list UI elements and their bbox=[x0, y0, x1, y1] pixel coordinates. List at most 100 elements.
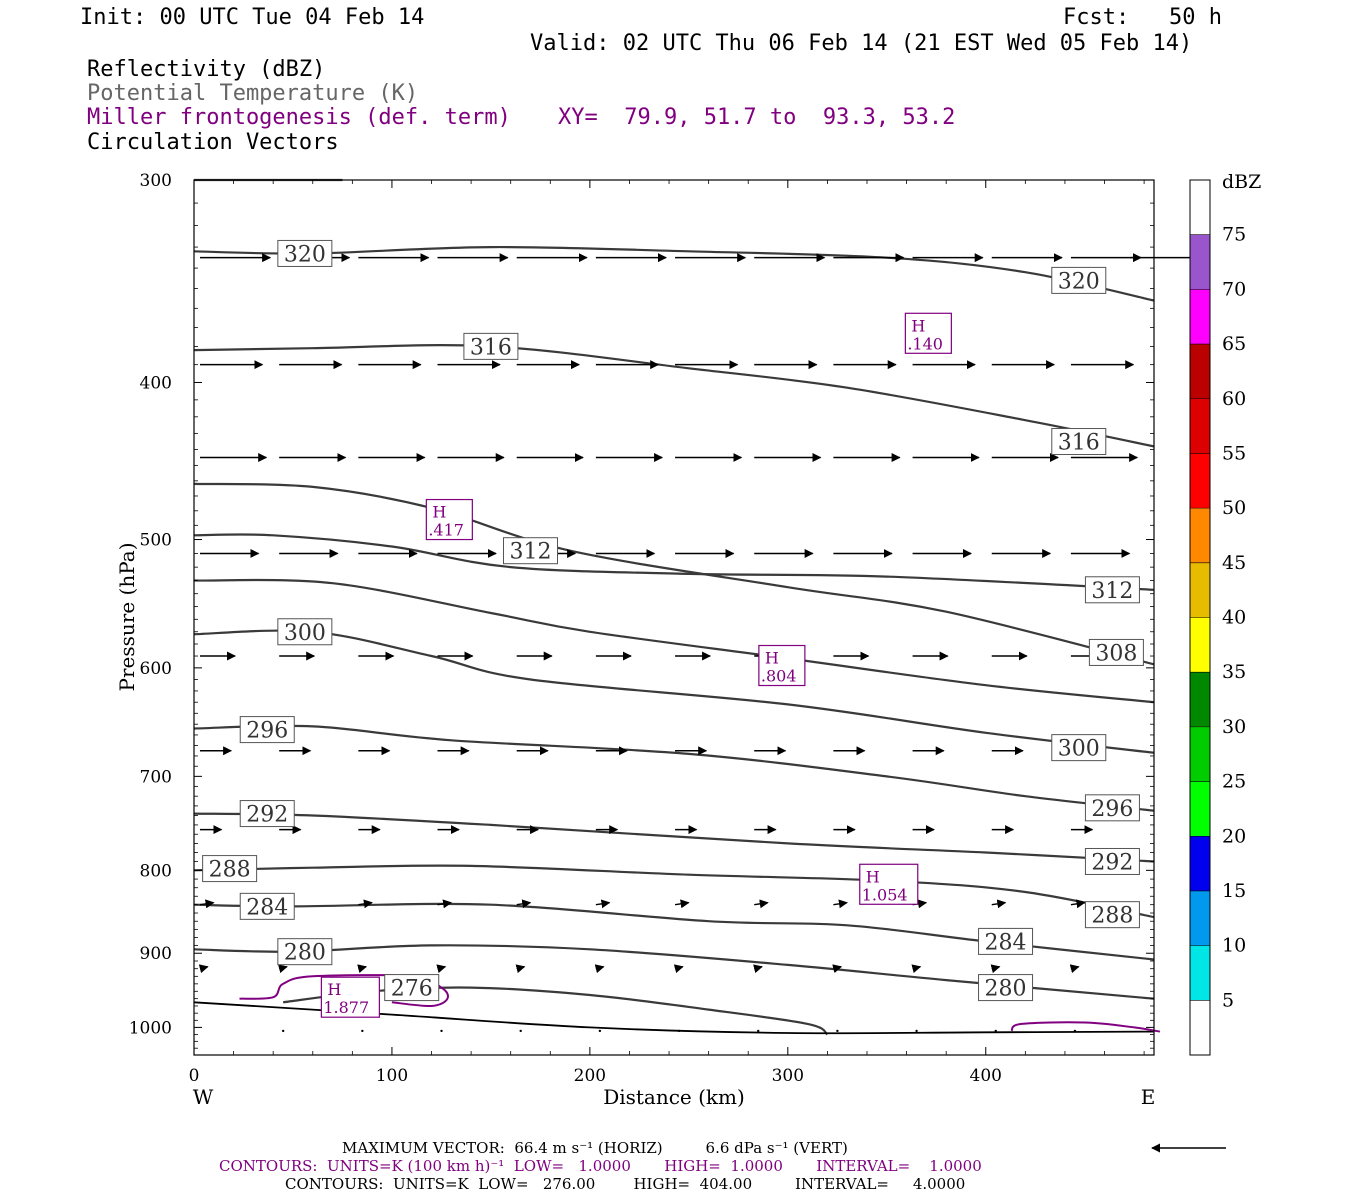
theta-label-box-296 bbox=[239, 716, 295, 744]
fronto-max-value-1: .417 bbox=[428, 521, 464, 540]
vector-dot-9-4 bbox=[598, 1029, 602, 1033]
fronto-max-value-4: 1.877 bbox=[323, 998, 369, 1017]
theta-contours bbox=[193, 178, 1155, 1036]
vector-dot-9-6 bbox=[757, 1029, 760, 1033]
vector-8-10 bbox=[990, 964, 1001, 974]
vector-8-3 bbox=[436, 964, 447, 974]
colorbar-label-25: 25 bbox=[1222, 771, 1246, 793]
colorbar-label-70: 70 bbox=[1222, 278, 1246, 300]
theta-label-288: 288 bbox=[209, 858, 251, 883]
y-tick-label-900: 900 bbox=[140, 944, 172, 964]
vector-8-4 bbox=[515, 964, 526, 974]
theta-label-320: 320 bbox=[284, 242, 326, 267]
colorbar-label-15: 15 bbox=[1222, 880, 1246, 902]
colorbar-segment-2 bbox=[1190, 890, 1210, 946]
x-axis-label: Distance (km) bbox=[603, 1085, 745, 1109]
colorbar-segment-13 bbox=[1190, 289, 1210, 345]
fronto-max-value-0: .140 bbox=[907, 334, 943, 353]
colorbar-segment-14 bbox=[1190, 234, 1210, 290]
theta-label-box-320 bbox=[277, 239, 333, 267]
vector-7-6 bbox=[674, 899, 690, 909]
theta-label-box-300 bbox=[1051, 734, 1107, 762]
fronto-max-box-1 bbox=[425, 498, 473, 541]
y-tick-label-500: 500 bbox=[140, 531, 172, 551]
fronto-max-label-3: H bbox=[866, 867, 880, 886]
vector-dot-9-5 bbox=[677, 1029, 681, 1033]
field-reflectivity: Reflectivity (dBZ) bbox=[87, 57, 326, 82]
theta-label-296: 296 bbox=[1091, 797, 1133, 822]
vector-8-1 bbox=[278, 964, 288, 974]
theta-label-312: 312 bbox=[1091, 579, 1133, 604]
colorbar-label-40: 40 bbox=[1222, 607, 1246, 629]
fronto-max-box-2 bbox=[758, 644, 806, 687]
theta-label-280: 280 bbox=[985, 977, 1027, 1002]
vector-7-3 bbox=[437, 899, 453, 909]
colorbar-title: dBZ bbox=[1222, 171, 1261, 193]
cross-section-endpoints: XY= 79.9, 51.7 to 93.3, 53.2 bbox=[558, 105, 956, 130]
colorbar-label-50: 50 bbox=[1222, 497, 1246, 519]
theta-label-300: 300 bbox=[1058, 737, 1100, 762]
fronto-max-label-1: H bbox=[432, 503, 446, 522]
colorbar-label-65: 65 bbox=[1222, 333, 1246, 355]
circulation-vectors bbox=[198, 253, 1202, 1033]
vector-7-4 bbox=[516, 899, 532, 909]
vector-7-5 bbox=[595, 899, 611, 909]
theta-label-292: 292 bbox=[246, 803, 288, 828]
fronto-max-box-4 bbox=[320, 976, 380, 1018]
y-tick-label-600: 600 bbox=[140, 659, 172, 679]
west-label: W bbox=[193, 1085, 214, 1109]
vector-7-2 bbox=[358, 899, 373, 909]
forecast-hour: Fcst: 50 h bbox=[1063, 5, 1222, 30]
east-label: E bbox=[1141, 1085, 1156, 1109]
field-circulation-vectors: Circulation Vectors bbox=[87, 130, 339, 155]
vector-dot-9-2 bbox=[440, 1029, 443, 1033]
colorbar-label-35: 35 bbox=[1222, 661, 1246, 683]
theta-label-box-312 bbox=[1084, 576, 1140, 604]
vector-8-9 bbox=[911, 964, 922, 974]
vector-7-8 bbox=[833, 899, 848, 909]
y-tick-label-800: 800 bbox=[140, 861, 172, 881]
theta-label-box-308 bbox=[1088, 638, 1144, 666]
colorbar-segment-15 bbox=[1190, 180, 1210, 235]
colorbar-label-55: 55 bbox=[1222, 442, 1246, 464]
init-time: Init: 00 UTC Tue 04 Feb 14 bbox=[80, 5, 425, 30]
theta-label-316: 316 bbox=[470, 335, 512, 360]
theta-label-box-280 bbox=[978, 974, 1034, 1002]
plot-frame bbox=[193, 179, 1155, 1056]
y-axis-label: Pressure (hPa) bbox=[115, 543, 139, 692]
fronto-max-box-0 bbox=[904, 312, 952, 354]
vector-dot-9-7 bbox=[836, 1029, 839, 1033]
vector-dot-9-0 bbox=[281, 1029, 285, 1033]
theta-label-box-292 bbox=[1084, 847, 1140, 875]
theta-label-284: 284 bbox=[985, 930, 1027, 955]
vector-8-7 bbox=[753, 964, 763, 974]
x-tick-label-100: 100 bbox=[376, 1066, 408, 1086]
theta-label-288: 288 bbox=[1091, 904, 1133, 929]
colorbar-segment-7 bbox=[1190, 617, 1210, 673]
x-tick-label-200: 200 bbox=[574, 1066, 606, 1086]
theta-label-box-284 bbox=[978, 927, 1034, 955]
y-tick-label-400: 400 bbox=[140, 373, 172, 393]
colorbar-label-75: 75 bbox=[1222, 224, 1246, 246]
fronto-max-box-3 bbox=[859, 863, 919, 905]
theta-label-box-316 bbox=[1051, 428, 1107, 456]
theta-label-308: 308 bbox=[1095, 641, 1137, 666]
vector-7-7 bbox=[754, 899, 769, 909]
theta-label-box-316 bbox=[463, 332, 519, 360]
theta-label-box-280 bbox=[277, 938, 333, 966]
colorbar-label-30: 30 bbox=[1222, 716, 1246, 738]
theta-contour-308 bbox=[193, 482, 1155, 666]
theta-label-box-296 bbox=[1084, 794, 1140, 822]
colorbar-segment-1 bbox=[1190, 945, 1210, 1001]
vector-7-0 bbox=[199, 899, 215, 909]
colorbar-label-5: 5 bbox=[1222, 989, 1234, 1011]
theta-contour-304 bbox=[193, 578, 1155, 704]
y-tick-label-1000: 1000 bbox=[129, 1018, 172, 1038]
fronto-max-value-3: 1.054 bbox=[862, 885, 908, 904]
theta-label-300: 300 bbox=[284, 621, 326, 646]
fronto-max-label-2: H bbox=[765, 649, 779, 668]
vector-dot-9-3 bbox=[519, 1029, 522, 1033]
axes: 300 400 500 600 700 800 900 1000 0 100 200 300 400 bbox=[129, 171, 1154, 1086]
theta-label-276: 276 bbox=[391, 977, 433, 1002]
colorbar-segment-12 bbox=[1190, 344, 1210, 399]
